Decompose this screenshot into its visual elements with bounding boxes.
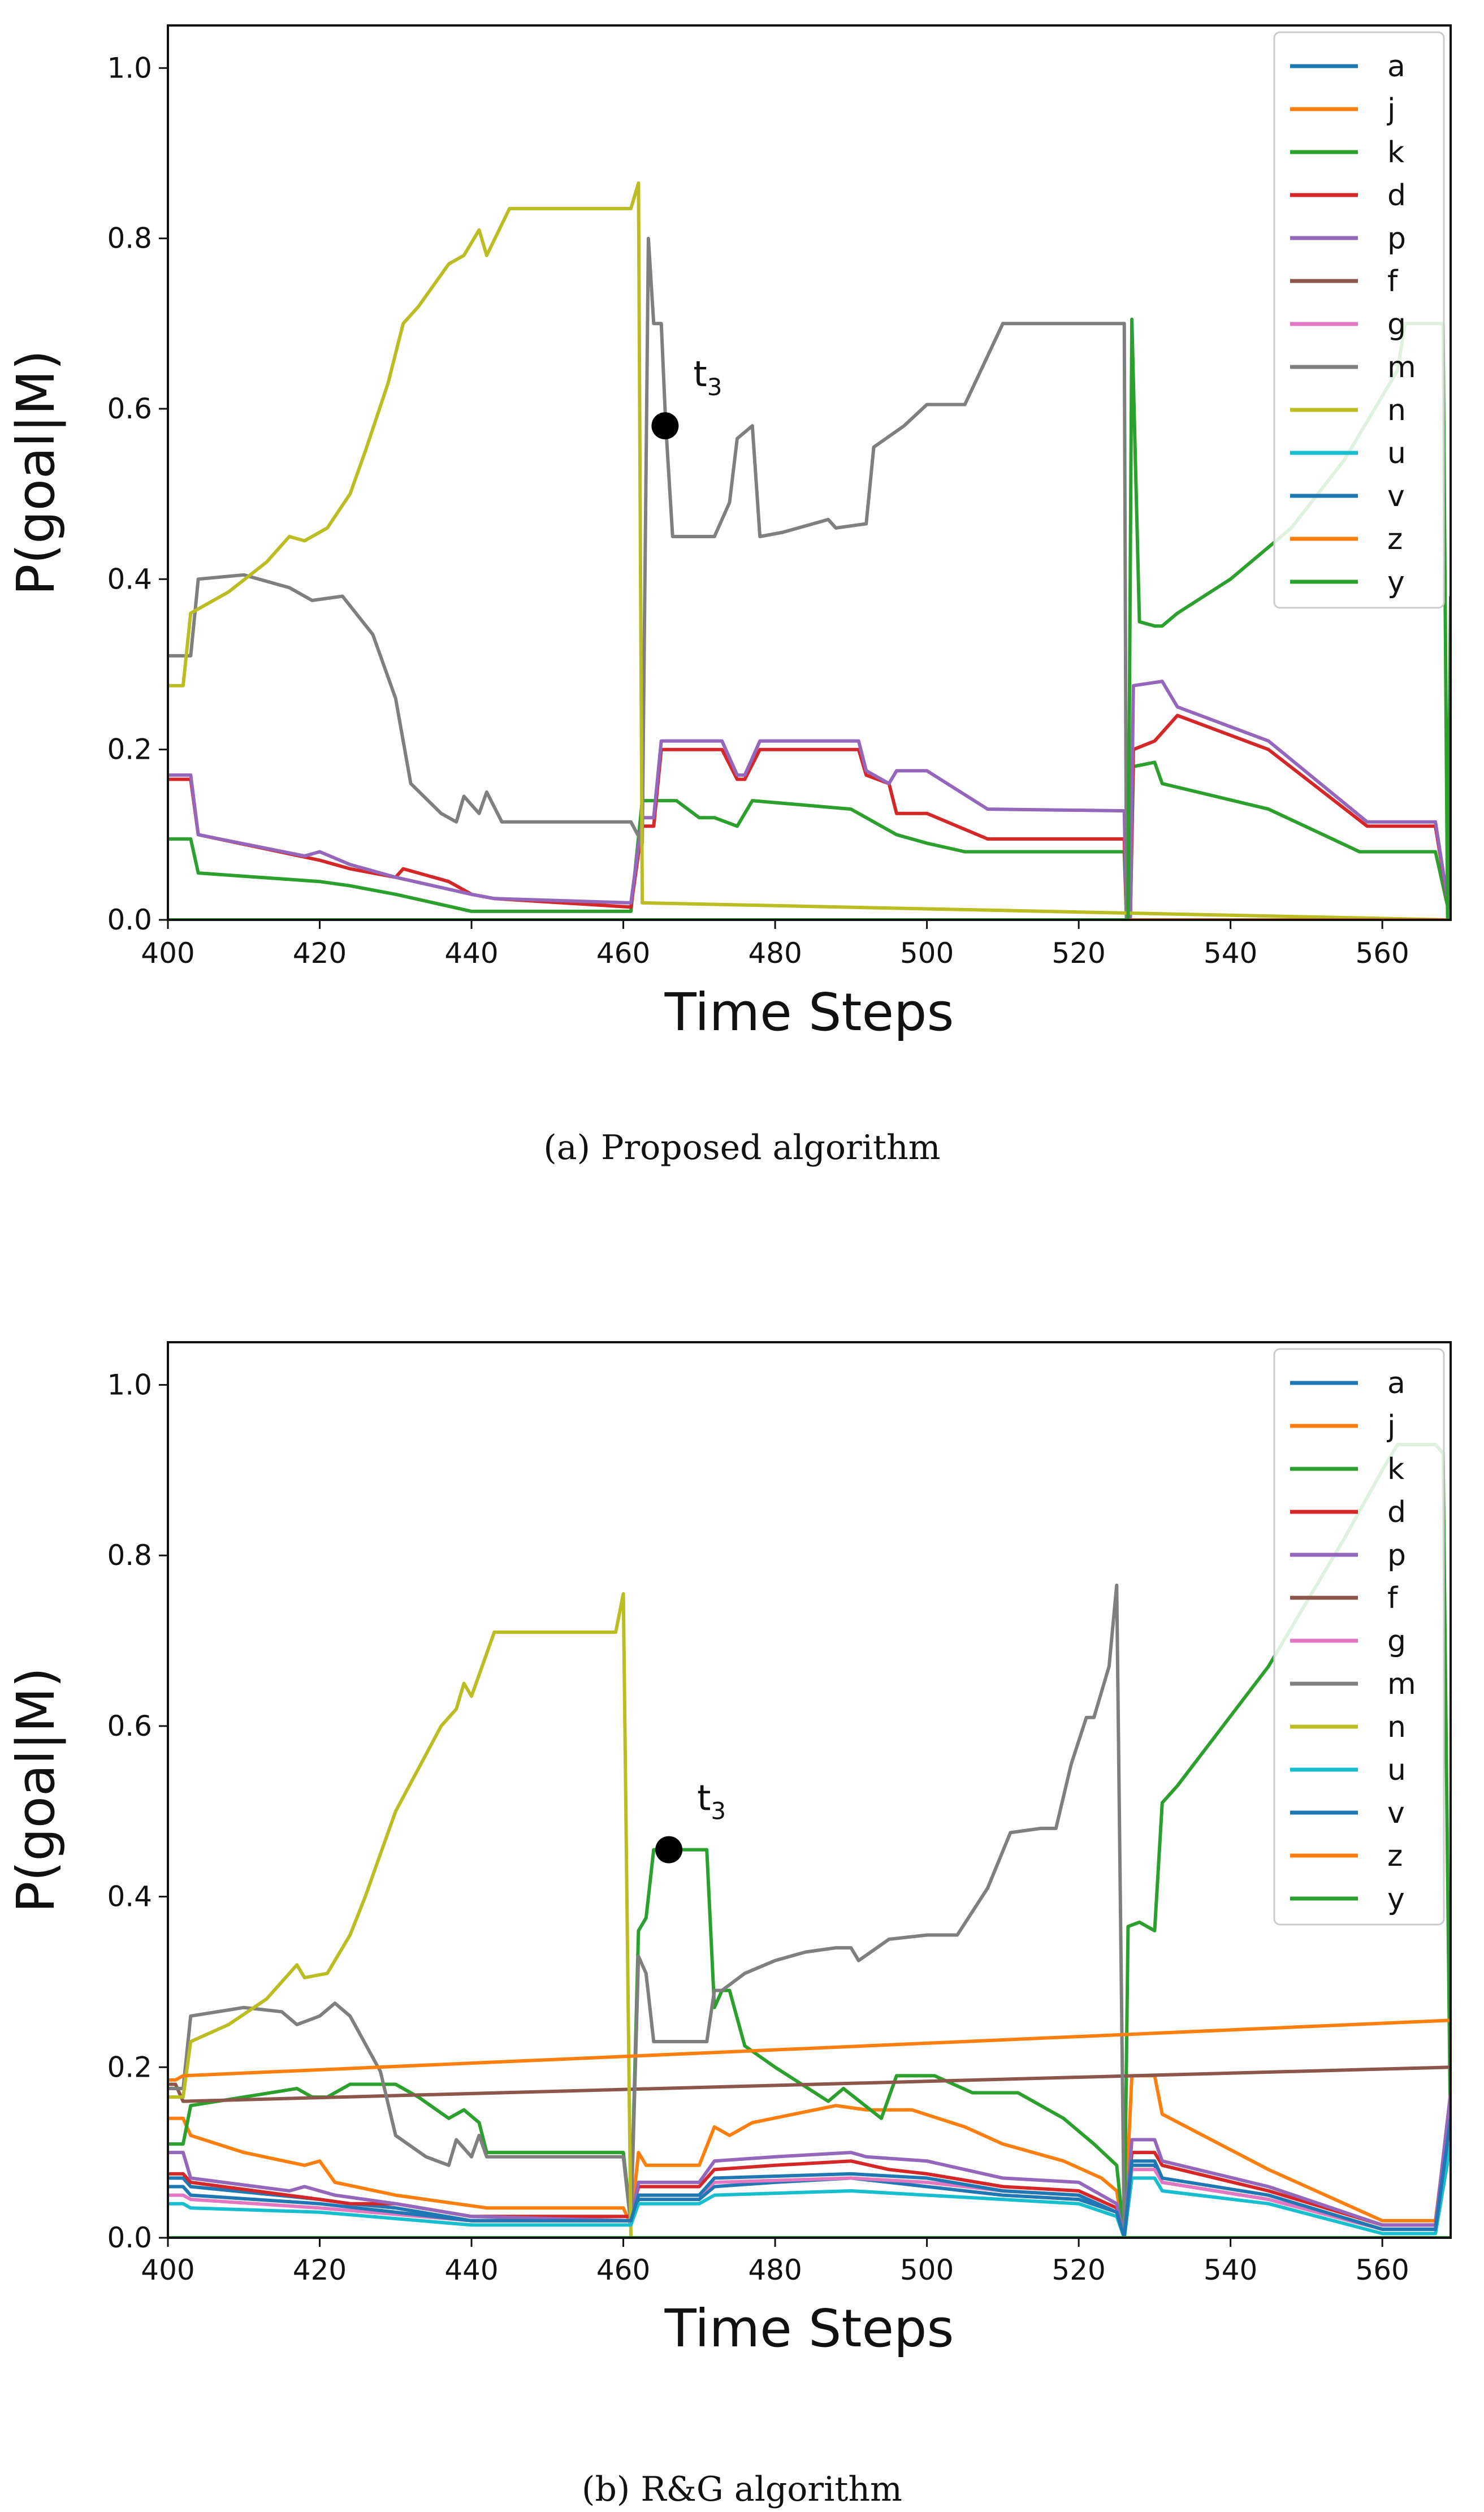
legend-label-n: n bbox=[1387, 1710, 1406, 1744]
y-axis-title: P(goal|M) bbox=[6, 1667, 66, 1913]
x-tick-label: 480 bbox=[748, 2254, 802, 2286]
legend-label-j: j bbox=[1387, 93, 1395, 127]
legend-label-k: k bbox=[1387, 136, 1404, 170]
legend-label-v: v bbox=[1387, 1796, 1405, 1830]
x-axis-title: Time Steps bbox=[664, 982, 954, 1043]
legend-label-m: m bbox=[1387, 351, 1416, 384]
series-group bbox=[168, 1443, 1451, 2238]
x-tick-label: 400 bbox=[141, 2254, 194, 2286]
legend-label-z: z bbox=[1387, 1839, 1403, 1873]
series-line-k bbox=[168, 1443, 1451, 2238]
legend-label-p: p bbox=[1387, 222, 1406, 256]
legend-label-y: y bbox=[1387, 565, 1405, 599]
legend-box bbox=[1273, 1348, 1445, 1926]
series-line-m bbox=[168, 1583, 1451, 2238]
caption-b: (b) R&G algorithm bbox=[582, 2470, 902, 2509]
legend-label-f: f bbox=[1387, 265, 1399, 299]
x-tick-label: 440 bbox=[444, 2254, 498, 2286]
y-axis-title: P(goal|M) bbox=[6, 350, 66, 595]
legend-label-v: v bbox=[1387, 479, 1405, 513]
series-line-k bbox=[168, 760, 1451, 920]
legend-label-j: j bbox=[1387, 1410, 1395, 1443]
series-line-u bbox=[168, 2143, 1451, 2238]
x-tick-label: 520 bbox=[1052, 2254, 1105, 2286]
legend-label-f: f bbox=[1387, 1581, 1399, 1615]
x-tick-label: 460 bbox=[596, 2254, 650, 2286]
legend-label-a: a bbox=[1387, 50, 1405, 84]
legend-label-n: n bbox=[1387, 394, 1406, 427]
x-tick-label: 560 bbox=[1355, 2254, 1409, 2286]
legend-label-p: p bbox=[1387, 1538, 1406, 1572]
annotation-label: t3 bbox=[693, 353, 722, 401]
legend-label-d: d bbox=[1387, 1495, 1406, 1529]
legend-label-u: u bbox=[1387, 436, 1406, 470]
series-line-p bbox=[168, 680, 1451, 920]
series-line-d bbox=[168, 2092, 1451, 2238]
x-tick-label: 560 bbox=[1355, 937, 1409, 970]
y-tick-label: 1.0 bbox=[107, 51, 152, 84]
series-line-g bbox=[168, 2135, 1451, 2238]
y-tick-label: 0.2 bbox=[107, 733, 152, 766]
annotation-label: t3 bbox=[697, 1778, 726, 1825]
y-tick-label: 0.4 bbox=[107, 563, 152, 595]
chart-a: 400 420 440 460 480 500 520 540 560 0.0 0.2 0.4 0.6 0… bbox=[6, 24, 1452, 1043]
annotation-marker bbox=[655, 1836, 683, 1864]
x-tick-label: 520 bbox=[1052, 937, 1105, 970]
series-line-n bbox=[168, 181, 1451, 920]
legend-label-a: a bbox=[1387, 1367, 1405, 1400]
x-tick-label: 540 bbox=[1204, 937, 1257, 970]
y-tick-label: 0.6 bbox=[107, 392, 152, 425]
legend-label-g: g bbox=[1387, 1624, 1406, 1658]
x-tick-label: 460 bbox=[596, 937, 650, 970]
legend-box bbox=[1273, 31, 1445, 609]
annotation-marker bbox=[651, 412, 679, 440]
legend-label-y: y bbox=[1387, 1882, 1405, 1916]
x-tick-label: 440 bbox=[444, 937, 498, 970]
series-group bbox=[168, 181, 1451, 920]
x-tick-label: 400 bbox=[141, 937, 194, 970]
chart-b: 400 420 440 460 480 500 520 540 560 0.0 0.2 0.4 0.6 0… bbox=[6, 1341, 1452, 2359]
legend-label-u: u bbox=[1387, 1753, 1406, 1787]
x-tick-label: 420 bbox=[293, 2254, 347, 2286]
y-tick-label: 0.4 bbox=[107, 1880, 152, 1913]
x-axis-title: Time Steps bbox=[664, 2298, 954, 2359]
y-tick-label: 0.0 bbox=[107, 2221, 152, 2254]
y-tick-label: 1.0 bbox=[107, 1368, 152, 1401]
series-line-m bbox=[168, 236, 1451, 920]
series-line-j bbox=[168, 2074, 1451, 2238]
x-tick-label: 500 bbox=[900, 2254, 954, 2286]
x-tick-label: 500 bbox=[900, 937, 954, 970]
x-tick-label: 480 bbox=[748, 937, 802, 970]
legend-label-d: d bbox=[1387, 179, 1406, 213]
y-tick-label: 0.6 bbox=[107, 1710, 152, 1743]
legend-label-z: z bbox=[1387, 522, 1403, 556]
plot-frame bbox=[167, 24, 1452, 921]
plot-frame bbox=[167, 1341, 1452, 2239]
x-tick-label: 540 bbox=[1204, 2254, 1257, 2286]
legend-label-m: m bbox=[1387, 1667, 1416, 1701]
caption-a: (a) Proposed algorithm bbox=[543, 1128, 941, 1168]
series-line-v bbox=[168, 2118, 1451, 2238]
x-tick-label: 420 bbox=[293, 937, 347, 970]
y-tick-label: 0.0 bbox=[107, 903, 152, 936]
y-tick-label: 0.8 bbox=[107, 222, 152, 255]
y-tick-label: 0.8 bbox=[107, 1539, 152, 1572]
series-line-a bbox=[168, 2126, 1451, 2238]
series-line-n bbox=[168, 1592, 1451, 2238]
legend-label-k: k bbox=[1387, 1452, 1404, 1486]
legend-label-g: g bbox=[1387, 308, 1406, 341]
series-line-f bbox=[168, 2065, 1451, 2103]
series-line-p bbox=[168, 2092, 1451, 2238]
series-line-d bbox=[168, 714, 1451, 920]
series-line-z bbox=[168, 2018, 1451, 2082]
y-tick-label: 0.2 bbox=[107, 2051, 152, 2083]
